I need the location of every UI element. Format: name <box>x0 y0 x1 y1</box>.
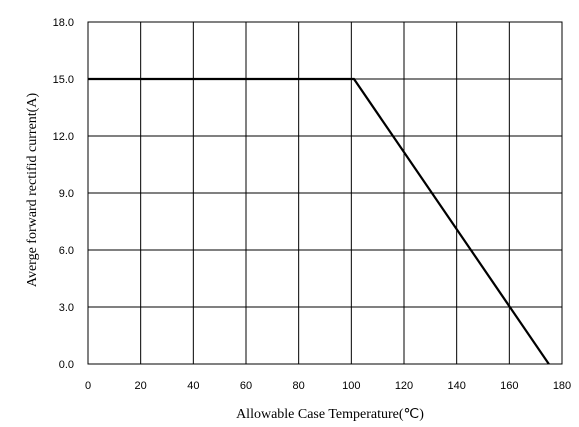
x-tick-label: 40 <box>187 380 199 392</box>
y-tick-label: 15.0 <box>53 74 74 86</box>
x-tick-label: 20 <box>135 380 147 392</box>
x-tick-label: 180 <box>553 380 571 392</box>
y-tick-label: 0.0 <box>59 359 74 371</box>
y-tick-label: 6.0 <box>59 245 74 257</box>
derating-curve <box>88 77 550 365</box>
x-tick-labels: 0 20 40 60 80 100 120 140 160 180 <box>85 380 571 392</box>
y-tick-label: 18.0 <box>53 17 74 29</box>
x-tick-label: 160 <box>500 380 518 392</box>
x-tick-label: 0 <box>85 380 91 392</box>
x-tick-label: 60 <box>240 380 252 392</box>
y-tick-labels: 0.0 3.0 6.0 9.0 12.0 15.0 18.0 <box>53 17 74 371</box>
y-tick-label: 3.0 <box>59 302 74 314</box>
plot-frame <box>87 21 563 365</box>
y-axis-title: Averge forward rectifid current(A) <box>25 93 40 288</box>
x-tick-label: 120 <box>395 380 413 392</box>
x-tick-label: 100 <box>342 380 360 392</box>
x-axis-title: Allowable Case Temperature(℃) <box>236 407 424 422</box>
series-layer <box>88 77 550 365</box>
y-tick-label: 12.0 <box>53 131 74 143</box>
x-tick-label: 140 <box>447 380 465 392</box>
x-tick-label: 80 <box>293 380 305 392</box>
y-tick-label: 9.0 <box>59 188 74 200</box>
